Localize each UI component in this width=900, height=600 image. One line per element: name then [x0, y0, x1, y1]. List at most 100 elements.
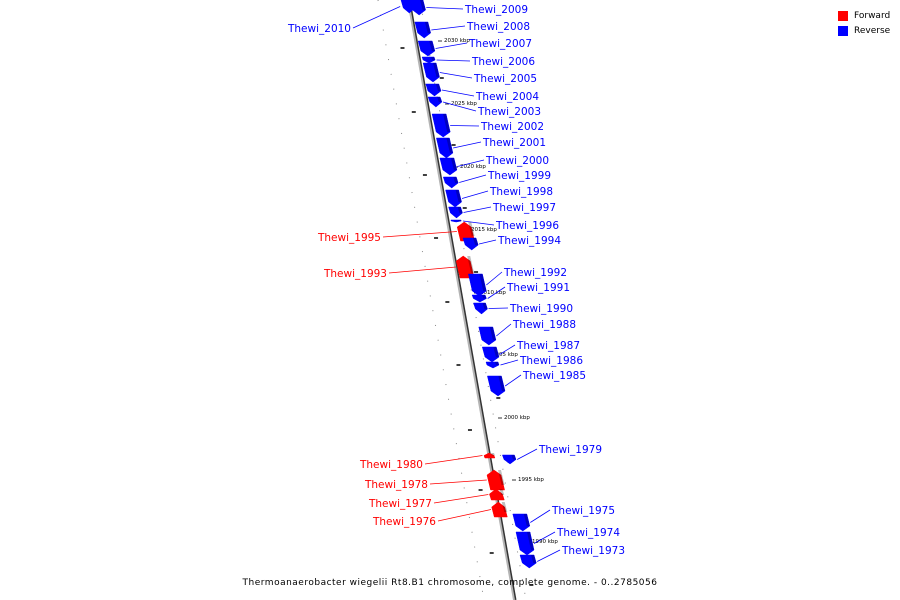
legend-forward-label: Forward [854, 10, 891, 21]
gene-arrow-thewi_2003 [427, 96, 443, 108]
gene-connector [537, 549, 561, 562]
gene-label: Thewi_1977 [368, 498, 432, 510]
gene-label: Thewi_1975 [551, 505, 615, 517]
gene-connector [457, 159, 485, 167]
gene-connector [431, 25, 466, 31]
gene-shade [450, 158, 457, 170]
gene-shade [443, 114, 451, 132]
gene-label: Thewi_1996 [495, 220, 559, 232]
gene-connector [496, 323, 512, 337]
gene-shade [527, 532, 534, 550]
legend-reverse: Reverse [838, 23, 890, 38]
gene-connector [461, 190, 489, 199]
gene-label: Thewi_1980 [359, 459, 423, 471]
gene-connector [479, 239, 497, 245]
gene-arrow-thewi_2005 [422, 62, 440, 83]
gene-arrow-thewi_2004 [425, 83, 442, 97]
legend: Forward Reverse [838, 8, 890, 38]
gene-connector [450, 125, 480, 127]
tick-label: 2010 kbp [480, 290, 506, 296]
gene-connector [433, 494, 489, 504]
gene-shade [479, 274, 487, 291]
gene-shade [429, 41, 435, 51]
gene-label: Thewi_2008 [466, 21, 530, 33]
gene-arrow-thewi_2008 [414, 21, 431, 39]
gene-label: Thewi_1993 [323, 268, 387, 280]
gene-shade [489, 327, 496, 340]
gene-arrow-thewi_1977 [489, 488, 505, 501]
gene-connector [441, 89, 475, 97]
gene-connector [500, 359, 519, 366]
gene-connector [437, 509, 492, 522]
gene-label: Thewi_1988 [512, 319, 576, 331]
gene-arrow-thewi_1994 [462, 237, 479, 251]
gene-shade [501, 502, 508, 512]
gene-connector [462, 220, 495, 226]
tick-label: 2005 kbp [492, 352, 518, 358]
gene-shade [531, 555, 537, 563]
tick-label: 1990 kbp [532, 539, 558, 545]
gene-shade [420, 0, 426, 10]
tick-label: 2030 kbp [444, 38, 470, 44]
gene-shade [473, 238, 479, 245]
gene-label: Thewi_1990 [509, 303, 573, 315]
gene-label: Thewi_1992 [503, 267, 567, 279]
gene-arrow-thewi_1998 [445, 189, 462, 208]
gene-arrow-thewi_1973 [519, 554, 537, 569]
gene-connector [439, 72, 473, 79]
gene-label: Thewi_2004 [475, 91, 539, 103]
gene-label: Thewi_1994 [497, 235, 561, 247]
gene-shade [523, 514, 530, 526]
gene-label: Thewi_1986 [519, 355, 583, 367]
gene-label: Thewi_1998 [489, 186, 553, 198]
gene-shade [498, 376, 505, 391]
gene-arrow-thewi_1987 [481, 346, 500, 363]
gene-connector [429, 479, 487, 485]
gene-arrow-thewi_1991 [471, 294, 487, 303]
gene-arrow-thewi_2006 [421, 56, 436, 64]
gene-label: Thewi_2009 [464, 4, 528, 16]
gene-connector [442, 101, 477, 112]
gene-label: Thewi_1979 [538, 444, 602, 456]
gene-shade [482, 295, 487, 299]
gene-arrow-thewi_2002 [431, 113, 451, 138]
gene-connector [504, 374, 522, 387]
gene-arrow-thewi_1976 [491, 501, 508, 518]
gene-shade [495, 362, 499, 365]
gene-connector [499, 344, 516, 355]
gene-shade [424, 22, 431, 33]
gene-connector [459, 174, 487, 183]
gene-connector [426, 7, 464, 10]
gene-shade [493, 347, 499, 357]
tick-label: 1995 kbp [518, 477, 544, 483]
gene-arrow-thewi_2007 [417, 40, 436, 57]
gene-shade [511, 455, 516, 460]
gene-label: Thewi_2001 [482, 137, 546, 149]
gene-shade [435, 84, 441, 91]
tick-label: 2000 kbp [504, 415, 530, 421]
gene-shade [457, 220, 462, 221]
gene-arrow-thewi_1974 [515, 531, 535, 556]
tick-label: 2020 kbp [460, 164, 486, 170]
gene-label: Thewi_1974 [556, 527, 620, 539]
gene-shade [446, 138, 453, 153]
gene-arrow-thewi_2009 [409, 0, 426, 16]
gene-shade [498, 470, 505, 485]
gene-shade [468, 222, 475, 236]
gene-arrow-thewi_2001 [436, 137, 454, 159]
gene-connector [486, 271, 503, 286]
gene-shade [431, 57, 436, 60]
gene-arrow-thewi_2000 [439, 157, 458, 176]
gene-shade [437, 97, 442, 102]
gene-connector [463, 206, 492, 213]
legend-forward: Forward [838, 8, 890, 23]
gene-arrow-thewi_1975 [512, 513, 531, 532]
gene-connector [382, 231, 457, 238]
gene-label: Thewi_2006 [471, 56, 535, 68]
gene-label: Thewi_1973 [561, 545, 625, 557]
gene-arrow-thewi_1999 [442, 176, 459, 189]
gene-connector [435, 42, 468, 49]
gene-label: Thewi_2002 [480, 121, 544, 133]
tick-label: 2015 kbp [471, 227, 497, 233]
gene-arrow-thewi_1997 [448, 206, 463, 219]
